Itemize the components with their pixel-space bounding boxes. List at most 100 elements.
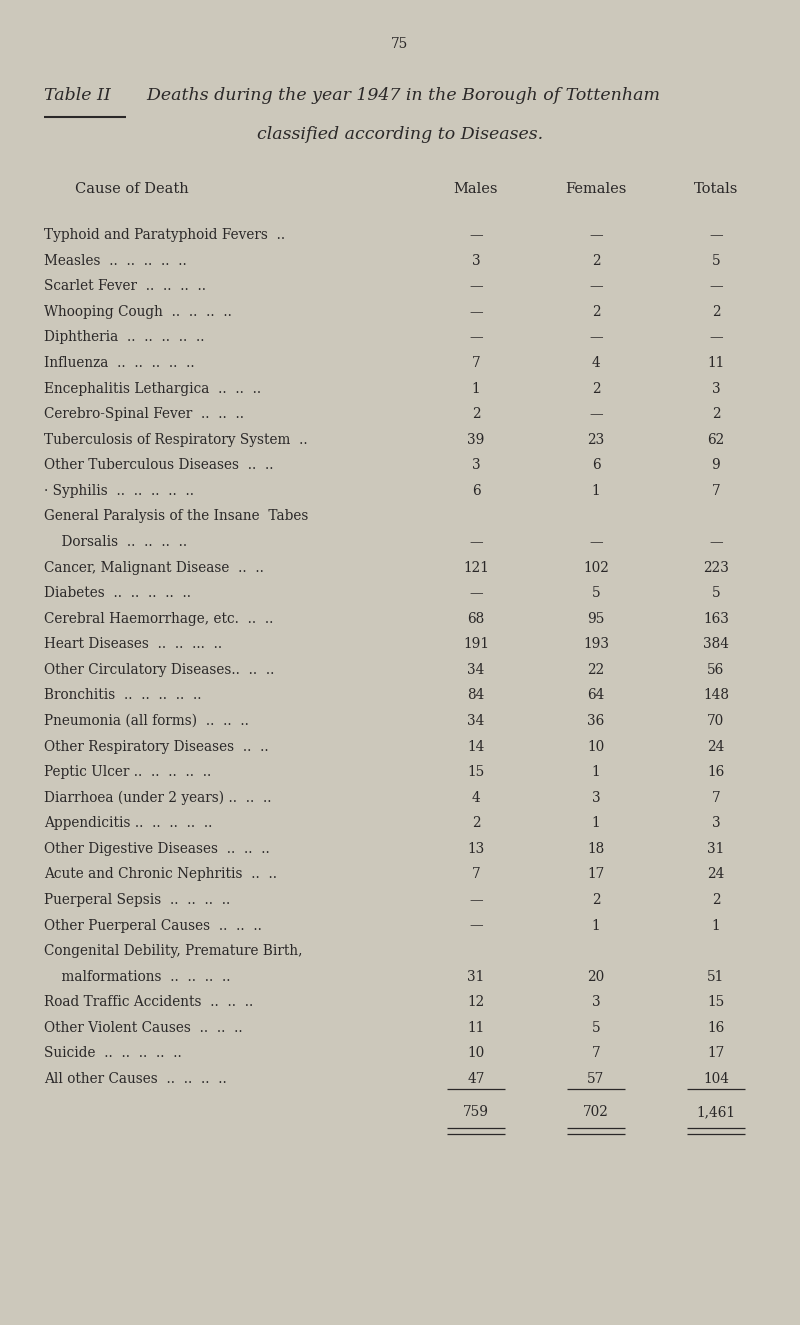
Text: Tuberculosis of Respiratory System  ..: Tuberculosis of Respiratory System .. — [44, 433, 308, 447]
Text: 2: 2 — [592, 893, 600, 908]
Text: 759: 759 — [463, 1105, 489, 1120]
Text: 16: 16 — [707, 765, 725, 779]
Text: Cause of Death: Cause of Death — [75, 182, 189, 196]
Text: 62: 62 — [707, 433, 725, 447]
Text: Road Traffic Accidents  ..  ..  ..: Road Traffic Accidents .. .. .. — [44, 995, 254, 1010]
Text: 1: 1 — [592, 816, 600, 831]
Text: Males: Males — [454, 182, 498, 196]
Text: —: — — [709, 228, 723, 242]
Text: 104: 104 — [703, 1072, 729, 1086]
Text: 193: 193 — [583, 637, 609, 652]
Text: 13: 13 — [467, 841, 485, 856]
Text: Typhoid and Paratyphoid Fevers  ..: Typhoid and Paratyphoid Fevers .. — [44, 228, 285, 242]
Text: 10: 10 — [467, 1047, 485, 1060]
Text: 31: 31 — [707, 841, 725, 856]
Text: 384: 384 — [703, 637, 729, 652]
Text: 17: 17 — [707, 1047, 725, 1060]
Text: 2: 2 — [472, 816, 480, 831]
Text: 6: 6 — [472, 484, 480, 498]
Text: 3: 3 — [712, 382, 720, 396]
Text: —: — — [469, 330, 483, 344]
Text: Puerperal Sepsis  ..  ..  ..  ..: Puerperal Sepsis .. .. .. .. — [44, 893, 230, 908]
Text: All other Causes  ..  ..  ..  ..: All other Causes .. .. .. .. — [44, 1072, 226, 1086]
Text: 223: 223 — [703, 560, 729, 575]
Text: Diarrhoea (under 2 years) ..  ..  ..: Diarrhoea (under 2 years) .. .. .. — [44, 791, 271, 806]
Text: 16: 16 — [707, 1020, 725, 1035]
Text: Table II: Table II — [44, 87, 110, 105]
Text: 1: 1 — [712, 918, 720, 933]
Text: 47: 47 — [467, 1072, 485, 1086]
Text: 75: 75 — [391, 37, 409, 52]
Text: Other Digestive Diseases  ..  ..  ..: Other Digestive Diseases .. .. .. — [44, 841, 270, 856]
Text: 163: 163 — [703, 612, 729, 625]
Text: 1,461: 1,461 — [697, 1105, 735, 1120]
Text: 68: 68 — [467, 612, 485, 625]
Text: 15: 15 — [707, 995, 725, 1010]
Text: 24: 24 — [707, 868, 725, 881]
Text: 12: 12 — [467, 995, 485, 1010]
Text: 121: 121 — [463, 560, 489, 575]
Text: —: — — [709, 535, 723, 549]
Text: 20: 20 — [587, 970, 605, 983]
Text: Peptic Ulcer ..  ..  ..  ..  ..: Peptic Ulcer .. .. .. .. .. — [44, 765, 211, 779]
Text: Cerebral Haemorrhage, etc.  ..  ..: Cerebral Haemorrhage, etc. .. .. — [44, 612, 274, 625]
Text: 6: 6 — [592, 458, 600, 472]
Text: 5: 5 — [592, 586, 600, 600]
Text: Deaths during the year 1947 in the Borough of Tottenham: Deaths during the year 1947 in the Borou… — [136, 87, 660, 105]
Text: 23: 23 — [587, 433, 605, 447]
Text: 7: 7 — [712, 484, 720, 498]
Text: Heart Diseases  ..  ..  ...  ..: Heart Diseases .. .. ... .. — [44, 637, 222, 652]
Text: 2: 2 — [592, 305, 600, 319]
Text: —: — — [589, 280, 603, 293]
Text: 148: 148 — [703, 689, 729, 702]
Text: Pneumonia (all forms)  ..  ..  ..: Pneumonia (all forms) .. .. .. — [44, 714, 249, 727]
Text: 191: 191 — [463, 637, 489, 652]
Text: 51: 51 — [707, 970, 725, 983]
Text: Other Respiratory Diseases  ..  ..: Other Respiratory Diseases .. .. — [44, 739, 269, 754]
Text: —: — — [469, 893, 483, 908]
Text: 1: 1 — [592, 484, 600, 498]
Text: 70: 70 — [707, 714, 725, 727]
Text: Other Circulatory Diseases..  ..  ..: Other Circulatory Diseases.. .. .. — [44, 662, 274, 677]
Text: 15: 15 — [467, 765, 485, 779]
Text: 56: 56 — [707, 662, 725, 677]
Text: 3: 3 — [712, 816, 720, 831]
Text: 31: 31 — [467, 970, 485, 983]
Text: 22: 22 — [587, 662, 605, 677]
Text: 702: 702 — [583, 1105, 609, 1120]
Text: 34: 34 — [467, 662, 485, 677]
Text: Other Puerperal Causes  ..  ..  ..: Other Puerperal Causes .. .. .. — [44, 918, 262, 933]
Text: 7: 7 — [712, 791, 720, 804]
Text: Diphtheria  ..  ..  ..  ..  ..: Diphtheria .. .. .. .. .. — [44, 330, 205, 344]
Text: 14: 14 — [467, 739, 485, 754]
Text: Other Tuberculous Diseases  ..  ..: Other Tuberculous Diseases .. .. — [44, 458, 274, 472]
Text: Congenital Debility, Premature Birth,: Congenital Debility, Premature Birth, — [44, 945, 302, 958]
Text: 2: 2 — [712, 893, 720, 908]
Text: Acute and Chronic Nephritis  ..  ..: Acute and Chronic Nephritis .. .. — [44, 868, 277, 881]
Text: 3: 3 — [592, 995, 600, 1010]
Text: 4: 4 — [472, 791, 480, 804]
Text: Influenza  ..  ..  ..  ..  ..: Influenza .. .. .. .. .. — [44, 356, 194, 370]
Text: Appendicitis ..  ..  ..  ..  ..: Appendicitis .. .. .. .. .. — [44, 816, 212, 831]
Text: Totals: Totals — [694, 182, 738, 196]
Text: —: — — [469, 586, 483, 600]
Text: malformations  ..  ..  ..  ..: malformations .. .. .. .. — [44, 970, 230, 983]
Text: Measles  ..  ..  ..  ..  ..: Measles .. .. .. .. .. — [44, 253, 186, 268]
Text: 7: 7 — [472, 356, 480, 370]
Text: 57: 57 — [587, 1072, 605, 1086]
Text: 7: 7 — [472, 868, 480, 881]
Text: —: — — [469, 305, 483, 319]
Text: —: — — [589, 535, 603, 549]
Text: Suicide  ..  ..  ..  ..  ..: Suicide .. .. .. .. .. — [44, 1047, 182, 1060]
Text: 2: 2 — [712, 407, 720, 421]
Text: 7: 7 — [592, 1047, 600, 1060]
Text: —: — — [589, 330, 603, 344]
Text: 5: 5 — [712, 586, 720, 600]
Text: —: — — [589, 407, 603, 421]
Text: —: — — [469, 280, 483, 293]
Text: 5: 5 — [712, 253, 720, 268]
Text: 36: 36 — [587, 714, 605, 727]
Text: 11: 11 — [467, 1020, 485, 1035]
Text: 5: 5 — [592, 1020, 600, 1035]
Text: 34: 34 — [467, 714, 485, 727]
